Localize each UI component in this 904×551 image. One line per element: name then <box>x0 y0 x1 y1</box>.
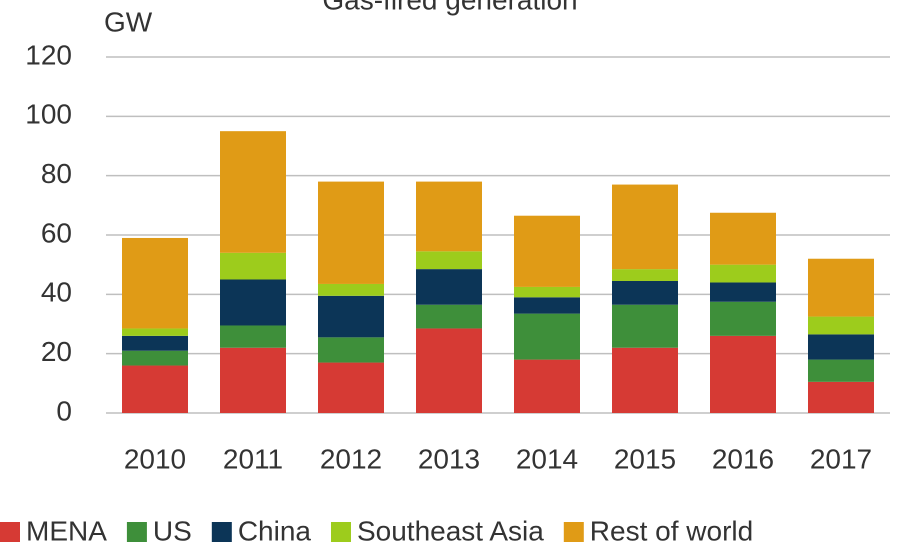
bar-segment <box>808 359 874 382</box>
bar-segment <box>612 269 678 281</box>
legend-swatch <box>126 522 147 542</box>
bar-segment <box>710 264 776 283</box>
bar-segment <box>122 350 188 366</box>
bar-segment <box>514 297 580 314</box>
bar-segment <box>416 304 482 329</box>
x-tick-label: 2010 <box>124 443 186 474</box>
bar-segment <box>416 251 482 270</box>
bar-segment <box>514 359 580 413</box>
bar-segment <box>122 328 188 336</box>
y-tick-label: 60 <box>41 217 72 248</box>
bar-segment <box>612 280 678 305</box>
legend-label: US <box>153 515 192 546</box>
bar-segment <box>710 301 776 336</box>
bar-segment <box>122 365 188 413</box>
bar-segment <box>416 181 482 252</box>
legend-swatch <box>563 522 584 542</box>
y-tick-label: 40 <box>41 277 72 308</box>
y-tick-label: 20 <box>41 336 72 367</box>
bar-segment <box>318 337 384 363</box>
bar-segment <box>612 347 678 413</box>
legend-swatch <box>0 522 20 542</box>
bar-segment <box>612 184 678 270</box>
bar-segment <box>122 237 188 329</box>
bar-segment <box>318 283 384 296</box>
chart-title: Gas-fired generation <box>322 0 577 15</box>
bar-segment <box>220 131 286 253</box>
bar-segment <box>808 334 874 360</box>
bar-segment <box>318 295 384 338</box>
legend-label: China <box>238 515 312 546</box>
bar-segment <box>808 316 874 335</box>
y-tick-label: 100 <box>25 99 72 130</box>
legend-swatch <box>211 522 232 542</box>
x-tick-label: 2011 <box>223 443 283 474</box>
bar-segment <box>318 362 384 413</box>
y-tick-label: 0 <box>56 395 72 426</box>
x-tick-label: 2014 <box>516 443 578 474</box>
bar-segment <box>710 282 776 302</box>
bar-segment <box>220 279 286 326</box>
legend-swatch <box>330 522 351 542</box>
bar-segment <box>416 328 482 413</box>
bar-segment <box>514 313 580 360</box>
bar-segment <box>514 286 580 298</box>
bar-segment <box>710 212 776 265</box>
x-tick-label: 2015 <box>614 443 676 474</box>
bar-segment <box>220 347 286 413</box>
y-axis-label: GW <box>104 6 153 37</box>
bar-segment <box>612 304 678 348</box>
x-tick-label: 2013 <box>418 443 480 474</box>
bar-segment <box>318 181 384 284</box>
bar-segment <box>122 335 188 351</box>
bar-segment <box>416 269 482 305</box>
bar-segment <box>808 258 874 317</box>
x-tick-label: 2016 <box>712 443 774 474</box>
y-tick-label: 120 <box>25 39 72 70</box>
legend-label: MENA <box>26 515 107 546</box>
bar-segment <box>220 252 286 280</box>
legend-label: Rest of world <box>590 515 753 546</box>
x-tick-label: 2012 <box>320 443 382 474</box>
bar-segment <box>808 381 874 413</box>
y-tick-label: 80 <box>41 158 72 189</box>
bar-segment <box>710 335 776 413</box>
legend-label: Southeast Asia <box>357 515 544 546</box>
bar-segment <box>220 325 286 348</box>
bar-segment <box>514 215 580 287</box>
x-tick-label: 2017 <box>810 443 872 474</box>
